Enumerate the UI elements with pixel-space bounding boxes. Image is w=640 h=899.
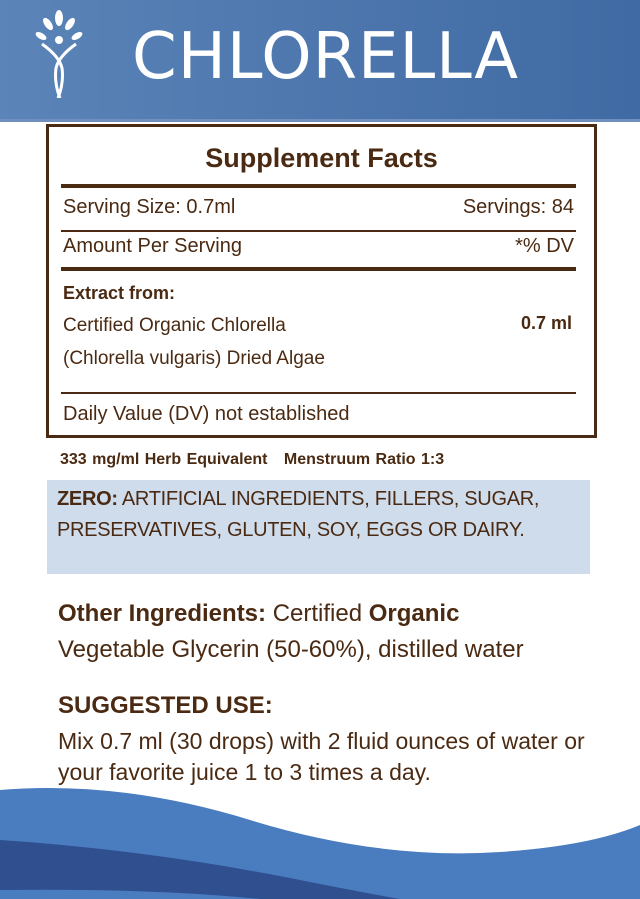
suggested-use: SUGGESTED USE: Mix 0.7 ml (30 drops) wit…: [58, 690, 618, 788]
zero-box: ZERO: ARTIFICIAL INGREDIENTS, FILLERS, S…: [47, 480, 590, 574]
header-banner: CHLORELLA: [0, 0, 640, 122]
other-ingredients-label: Other Ingredients:: [58, 600, 267, 627]
product-title: CHLORELLA: [132, 20, 520, 94]
zero-label: ZERO:: [57, 488, 118, 510]
wave-decoration: [0, 788, 640, 899]
menstruum-ratio: Menstruum Ratio 1:3: [283, 451, 445, 468]
divider: [61, 392, 576, 394]
suggested-use-label: SUGGESTED USE:: [58, 692, 273, 719]
serving-size: Serving Size: 0.7ml: [63, 196, 236, 218]
divider: [61, 267, 576, 271]
servings: Servings: 84: [462, 196, 574, 218]
tree-figure-logo-icon: [35, 10, 83, 98]
herb-equivalent-line: 333 mg/ml Herb Equivalent Menstruum Rati…: [60, 451, 444, 469]
daily-value-note: Daily Value (DV) not established: [63, 403, 350, 425]
other-ingredients: Other Ingredients: Certified Organic Veg…: [58, 596, 524, 668]
ingredient-line2: (Chlorella vulgaris) Dried Algae: [63, 348, 325, 369]
serving-row: Serving Size: 0.7ml Servings: 84: [63, 196, 574, 219]
herb-equivalent: 333 mg/ml Herb Equivalent: [60, 451, 268, 468]
extract-heading: Extract from:: [63, 283, 176, 303]
ingredient-amount: 0.7 ml: [520, 313, 572, 333]
zero-text: ARTIFICIAL INGREDIENTS, FILLERS, SUGAR, …: [57, 488, 540, 541]
ingredient-line1: Certified Organic Chlorella: [63, 315, 286, 336]
other-ingredients-text2: Vegetable Glycerin (50-60%), distilled w…: [58, 636, 524, 663]
amount-row: Amount Per Serving *% DV: [63, 235, 574, 258]
divider: [61, 184, 576, 188]
other-ingredients-text: Certified: [272, 600, 363, 627]
dv-header: *% DV: [515, 235, 574, 257]
suggested-use-text: Mix 0.7 ml (30 drops) with 2 fluid ounce…: [58, 728, 585, 785]
divider: [61, 230, 576, 232]
facts-title: Supplement Facts: [205, 143, 438, 173]
amount-per-serving: Amount Per Serving: [63, 235, 242, 257]
supplement-facts-panel: Supplement Facts Serving Size: 0.7ml Ser…: [46, 124, 597, 438]
organic-word: Organic: [368, 600, 460, 627]
